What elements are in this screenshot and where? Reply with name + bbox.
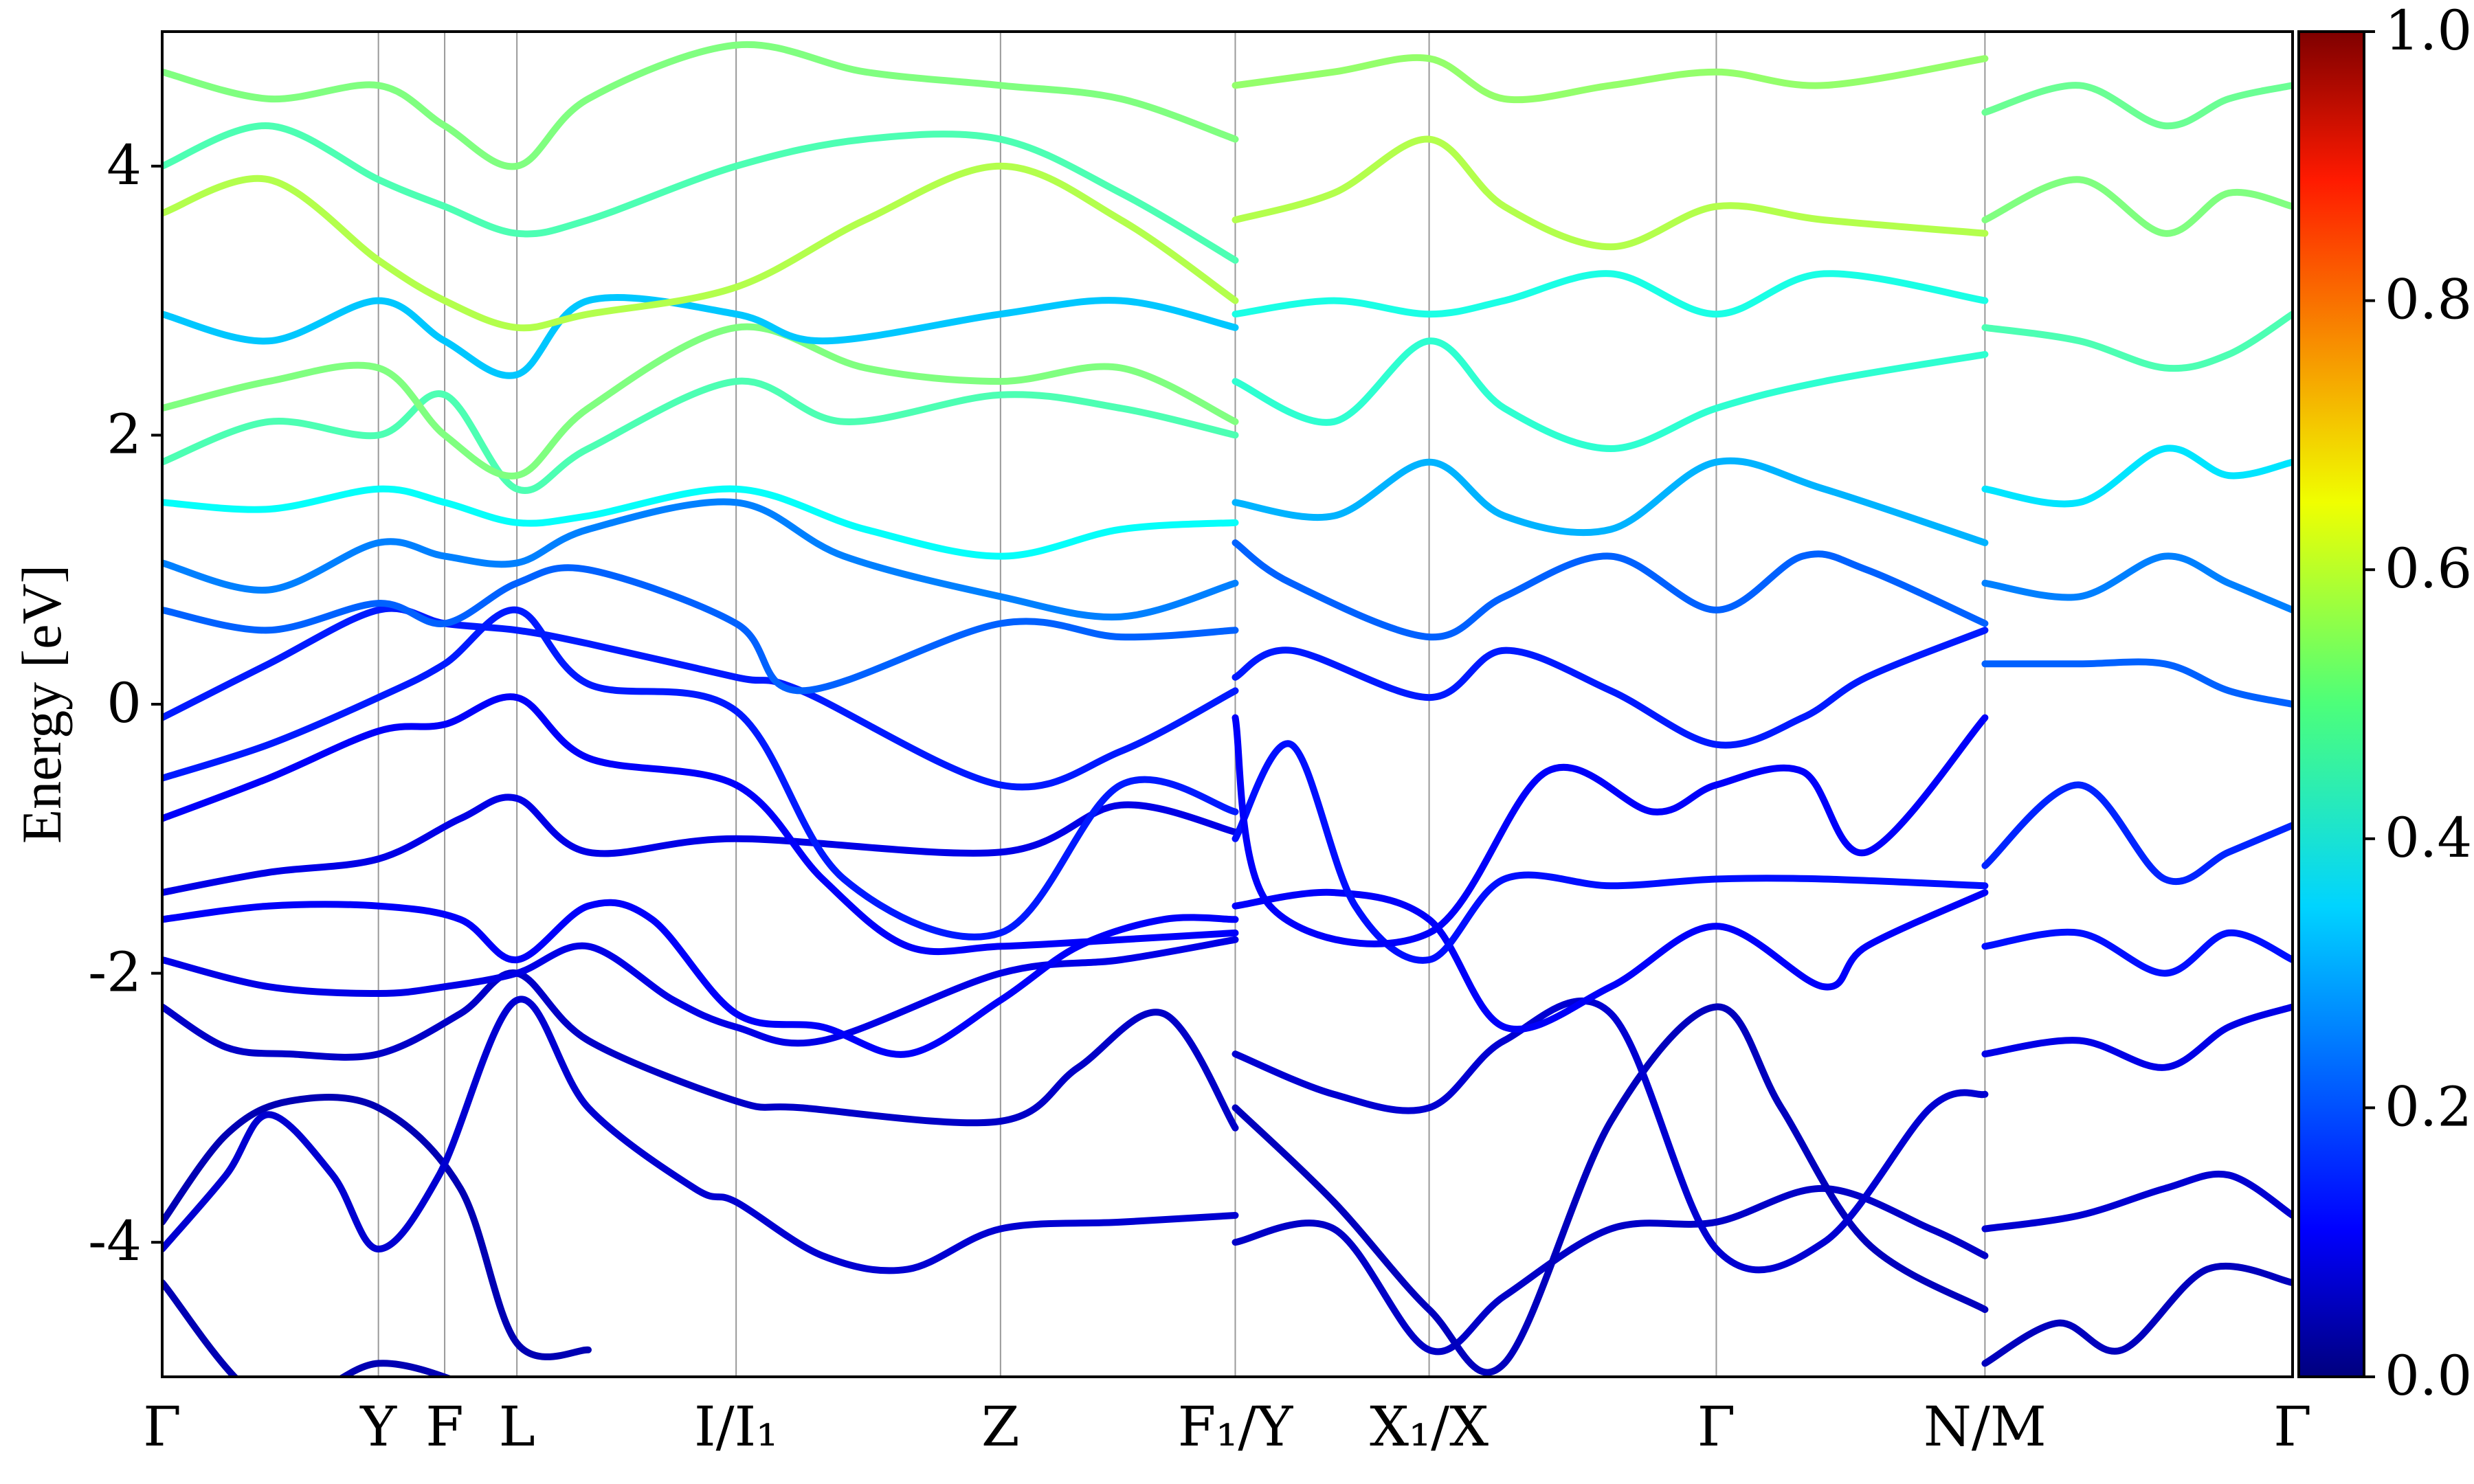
band-line (1232, 997, 1989, 1274)
band-lines (162, 41, 2293, 1377)
band-line (162, 996, 1239, 1274)
x-tick-label: Y (359, 1395, 397, 1459)
band-line (162, 323, 1239, 480)
high-symmetry-lines (377, 32, 1986, 1377)
band-line (162, 605, 1239, 791)
band-line (1232, 714, 1989, 947)
band-line (1232, 135, 1989, 251)
band-line (1981, 1170, 2293, 1233)
band-line (1232, 888, 1989, 1033)
band-line (162, 485, 1239, 560)
x-axis-ticks: Γ Y F L I/I₁ Z F₁/Y X₁/X Γ N/M Γ (143, 1395, 2312, 1459)
band-line (162, 162, 1239, 332)
band-line (1981, 1262, 2293, 1367)
colorbar-tick-label: 0.0 (2385, 1344, 2472, 1408)
band-line (1232, 539, 1989, 641)
x-tick-label: Z (981, 1395, 1020, 1459)
band-line (162, 899, 1239, 1058)
x-tick-label: Γ (143, 1395, 181, 1459)
band-line (1232, 270, 1989, 318)
y-tick-label: 0 (107, 671, 142, 735)
band-line (162, 377, 1239, 494)
y-tick-label: -2 (88, 941, 142, 1004)
colorbar (2297, 30, 2365, 1378)
x-tick-label: Γ (1697, 1395, 1736, 1459)
colorbar-gradient (2297, 30, 2365, 1378)
band-line (162, 564, 1239, 695)
band-line (162, 606, 1239, 941)
y-tick-label: -4 (88, 1209, 142, 1273)
band-line (1981, 928, 2293, 977)
band-line (1981, 658, 2293, 708)
band-line (162, 1279, 454, 1377)
band-line (1232, 1184, 1989, 1356)
colorbar-tick-label: 0.8 (2385, 268, 2472, 332)
x-tick-label: N/M (1924, 1395, 2047, 1459)
x-tick-label: I/I₁ (694, 1395, 778, 1459)
band-line (1981, 82, 2293, 130)
band-line (1981, 445, 2293, 508)
band-line (1981, 176, 2293, 237)
band-line (162, 969, 1239, 1132)
y-tick-label: 4 (107, 133, 142, 197)
band-line (162, 498, 1239, 621)
band-line (1232, 54, 1989, 104)
band-line (1981, 552, 2293, 614)
band-line (1981, 1003, 2293, 1071)
colorbar-tick-label: 0.6 (2385, 537, 2472, 600)
y-axis-label: Energy [eV] (10, 565, 73, 844)
band-line (162, 794, 1239, 897)
colorbar-tick-label: 1.0 (2385, 0, 2472, 63)
colorbar-ticks: 0.0 0.2 0.4 0.6 0.8 1.0 (2364, 0, 2472, 1408)
band-line (162, 936, 1239, 1047)
x-tick-label: X₁/X (1370, 1395, 1489, 1459)
band-line (1981, 781, 2293, 886)
x-tick-label: L (499, 1395, 535, 1459)
band-line (162, 294, 1239, 379)
band-line (162, 693, 1239, 956)
y-axis-ticks: -4 -2 0 2 4 (88, 133, 162, 1273)
band-line (1232, 1003, 1989, 1376)
band-line (162, 41, 1239, 170)
band-line (1981, 311, 2293, 372)
band-line (1232, 457, 1989, 546)
colorbar-tick-label: 0.2 (2385, 1075, 2472, 1138)
y-tick-label: 2 (107, 402, 142, 466)
colorbar-tick-label: 0.4 (2385, 806, 2472, 870)
x-tick-label: Γ (2273, 1395, 2312, 1459)
band-line (1232, 627, 1989, 749)
x-tick-label: F₁/Y (1178, 1395, 1294, 1459)
band-line (162, 122, 1239, 264)
band-line (1232, 740, 1989, 964)
x-tick-label: F (425, 1395, 464, 1459)
band-line (1232, 337, 1989, 452)
band-line (162, 1094, 592, 1360)
